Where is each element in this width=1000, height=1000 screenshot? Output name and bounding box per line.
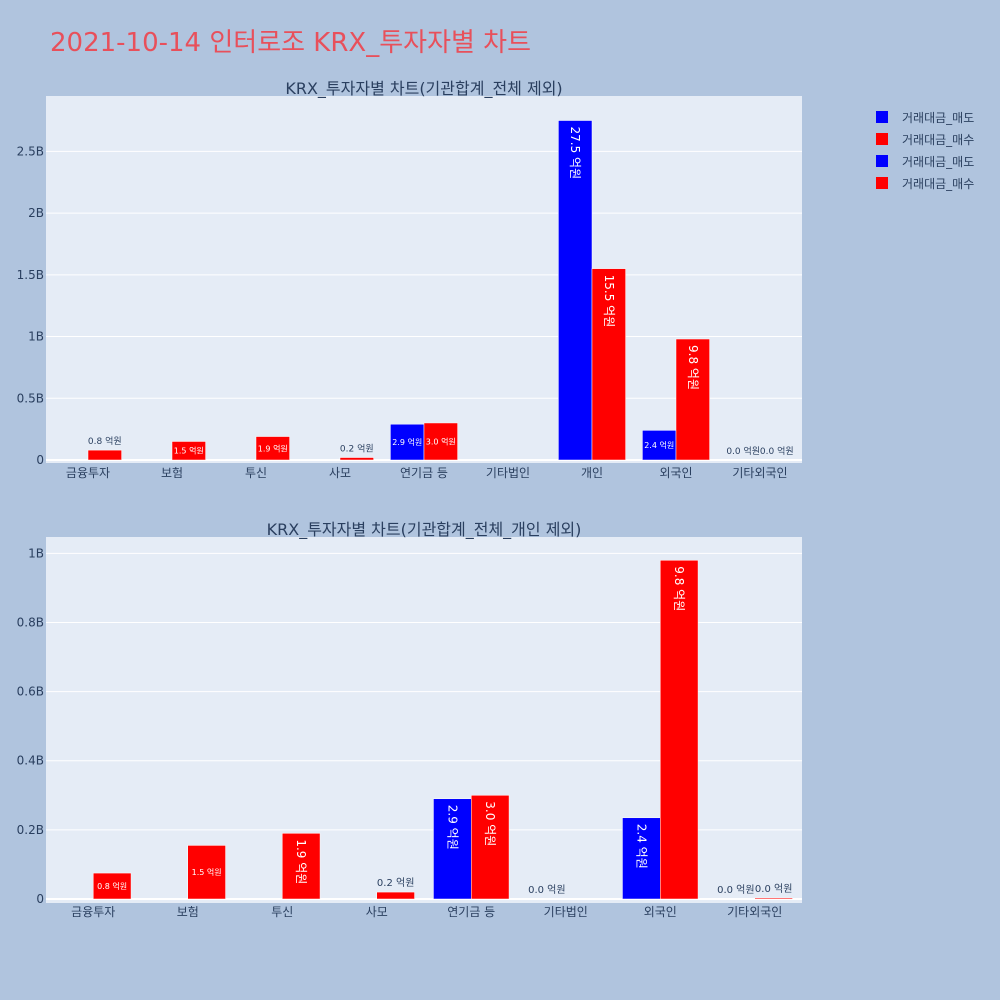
- bar: [423, 422, 458, 461]
- data-label: 1.5 억원: [174, 446, 204, 456]
- data-label: 0.0 억원: [726, 445, 760, 457]
- bar: [87, 449, 122, 461]
- legend-item[interactable]: 거래대금_매수: [876, 128, 974, 150]
- x-tick-label: 투신: [271, 905, 293, 919]
- bar: [171, 441, 206, 461]
- y-tick-label: 1B: [28, 330, 44, 344]
- bar: [622, 817, 661, 900]
- data-label: 2.4 억원: [644, 440, 674, 450]
- y-tick-label: 0.8B: [17, 615, 44, 629]
- x-tick-label: 보험: [177, 905, 199, 919]
- y-tick-label: 0.6B: [17, 685, 44, 699]
- x-tick-label: 기타법인: [486, 466, 530, 480]
- x-tick-label: 기타외국인: [727, 905, 782, 919]
- x-tick-label: 기타외국인: [732, 466, 787, 480]
- x-tick-label: 사모: [366, 905, 388, 919]
- data-label: 0.8 억원: [97, 881, 127, 891]
- bar: [558, 120, 593, 461]
- legend-label: 거래대금_매도: [902, 154, 975, 169]
- bar: [376, 891, 415, 900]
- legend-swatch-buy: [876, 133, 888, 145]
- x-tick-label: 보험: [161, 466, 183, 480]
- x-tick-label: 외국인: [644, 905, 677, 919]
- x-tick-label: 외국인: [659, 466, 692, 480]
- y-tick-label: 2.5B: [17, 144, 44, 158]
- data-label: 0.0 억원: [760, 445, 794, 457]
- data-label: 2.9 억원: [392, 437, 422, 447]
- y-tick-label: 0.5B: [17, 391, 44, 405]
- subplot-title: KRX_투자자별 차트(기관합계_전체_개인 제외): [267, 520, 582, 540]
- y-tick-label: 1B: [28, 546, 44, 560]
- legend-swatch-sell: [876, 155, 888, 167]
- y-tick-label: 2B: [28, 206, 44, 220]
- x-tick-label: 사모: [329, 466, 351, 480]
- x-tick-label: 금융투자: [71, 905, 115, 919]
- legend-label: 거래대금_매도: [902, 110, 975, 125]
- data-label: 3.0 억원: [426, 436, 456, 446]
- bar: [255, 436, 290, 461]
- x-tick-label: 금융투자: [66, 466, 110, 480]
- legend-label: 거래대금_매수: [902, 176, 975, 191]
- bar: [591, 268, 626, 461]
- data-label: 2.9 억원: [445, 805, 459, 850]
- bar: [471, 795, 510, 900]
- x-tick-label: 투신: [245, 466, 267, 480]
- bar: [390, 423, 425, 461]
- legend-item[interactable]: 거래대금_매도: [876, 106, 974, 128]
- x-tick-label: 기타법인: [544, 905, 588, 919]
- data-label: 1.9 억원: [258, 443, 288, 453]
- bar: [433, 798, 472, 900]
- data-label: 1.5 억원: [192, 867, 222, 877]
- y-tick-label: 0.4B: [17, 754, 44, 768]
- bar: [93, 872, 132, 900]
- data-label: 9.8 억원: [686, 345, 700, 390]
- bar: [282, 833, 321, 900]
- bar: [754, 897, 793, 900]
- data-label: 0.8 억원: [88, 435, 122, 447]
- y-tick-label: 0: [36, 892, 44, 906]
- legend-item[interactable]: 거래대금_매수: [876, 172, 974, 194]
- y-tick-label: 0: [36, 453, 44, 467]
- subplot-title: KRX_투자자별 차트(기관합계_전체 제외): [285, 79, 562, 99]
- data-label: 2.4 억원: [634, 824, 648, 869]
- bar: [675, 338, 710, 461]
- data-label: 0.0 억원: [528, 884, 565, 896]
- legend-item[interactable]: 거래대금_매도: [876, 150, 974, 172]
- bar: [660, 560, 699, 900]
- legend[interactable]: 거래대금_매도 거래대금_매수 거래대금_매도 거래대금_매수: [876, 106, 974, 194]
- data-label: 0.0 억원: [717, 884, 754, 896]
- data-label: 0.2 억원: [377, 877, 414, 889]
- data-label: 27.5 억원: [568, 127, 582, 180]
- data-label: 15.5 억원: [602, 275, 616, 328]
- y-tick-label: 1.5B: [17, 268, 44, 282]
- legend-label: 거래대금_매수: [902, 132, 975, 147]
- data-label: 0.2 억원: [340, 443, 374, 455]
- x-tick-label: 개인: [581, 466, 603, 480]
- legend-swatch-sell: [876, 111, 888, 123]
- legend-swatch-buy: [876, 177, 888, 189]
- data-label: 3.0 억원: [483, 801, 497, 846]
- data-label: 0.0 억원: [755, 883, 792, 895]
- bar: [339, 457, 374, 461]
- main-title: 2021-10-14 인터로조 KRX_투자자별 차트: [50, 28, 532, 58]
- y-tick-label: 0.2B: [17, 823, 44, 837]
- data-label: 9.8 억원: [672, 566, 686, 611]
- bar: [187, 845, 226, 900]
- x-tick-label: 연기금 등: [447, 905, 495, 919]
- data-label: 1.9 억원: [294, 839, 308, 884]
- x-tick-label: 연기금 등: [400, 466, 448, 480]
